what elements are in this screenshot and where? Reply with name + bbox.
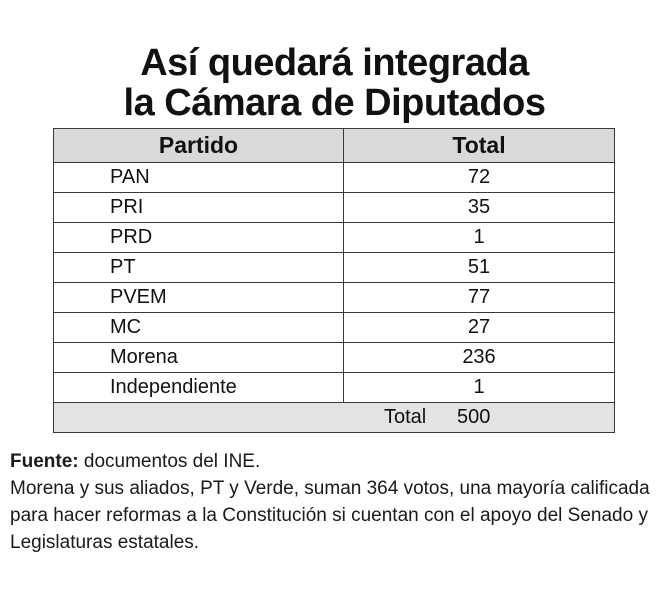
- table-row: Independiente 1: [53, 372, 615, 403]
- table-row: PRI 35: [53, 192, 615, 223]
- table-row: PT 51: [53, 252, 615, 283]
- total-cell: 51: [343, 252, 615, 283]
- table-header-row: Partido Total: [53, 128, 615, 163]
- party-cell: PT: [53, 252, 344, 283]
- table-row: Morena 236: [53, 342, 615, 373]
- title-line-2: la Cámara de Diputados: [123, 82, 546, 125]
- table-row: MC 27: [53, 312, 615, 343]
- table-row: PRD 1: [53, 222, 615, 253]
- results-table: Partido Total PAN 72 PRI 35 PRD 1 PT 51 …: [53, 128, 615, 433]
- title-line-1: Así quedará integrada: [140, 42, 529, 85]
- total-row-value: 500: [457, 406, 491, 428]
- total-cell: 72: [343, 162, 615, 193]
- party-cell: PVEM: [53, 282, 344, 313]
- column-header-party: Partido: [53, 128, 344, 163]
- source-text: documentos del INE.: [78, 451, 261, 472]
- column-header-total: Total: [343, 128, 615, 163]
- party-cell: Independiente: [53, 372, 344, 403]
- page-title: Así quedará integrada la Cámara de Diput…: [0, 43, 669, 123]
- source-label: Fuente:: [10, 451, 79, 472]
- total-cell: 1: [343, 222, 615, 253]
- table-row: PAN 72: [53, 162, 615, 193]
- party-cell: Morena: [53, 342, 344, 373]
- party-cell: MC: [53, 312, 344, 343]
- source-line: Fuente: documentos del INE.: [10, 448, 662, 475]
- total-row-cell: Total 500: [53, 402, 615, 433]
- total-cell: 236: [343, 342, 615, 373]
- total-cell: 77: [343, 282, 615, 313]
- total-row-label: Total: [384, 406, 427, 428]
- table-row: PVEM 77: [53, 282, 615, 313]
- notes-section: Fuente: documentos del INE. Morena y sus…: [10, 448, 662, 556]
- party-cell: PAN: [53, 162, 344, 193]
- party-cell: PRI: [53, 192, 344, 223]
- description-text: Morena y sus aliados, PT y Verde, suman …: [10, 478, 650, 553]
- total-cell: 35: [343, 192, 615, 223]
- total-cell: 27: [343, 312, 615, 343]
- party-cell: PRD: [53, 222, 344, 253]
- total-row: Total 500: [53, 402, 615, 433]
- total-cell: 1: [343, 372, 615, 403]
